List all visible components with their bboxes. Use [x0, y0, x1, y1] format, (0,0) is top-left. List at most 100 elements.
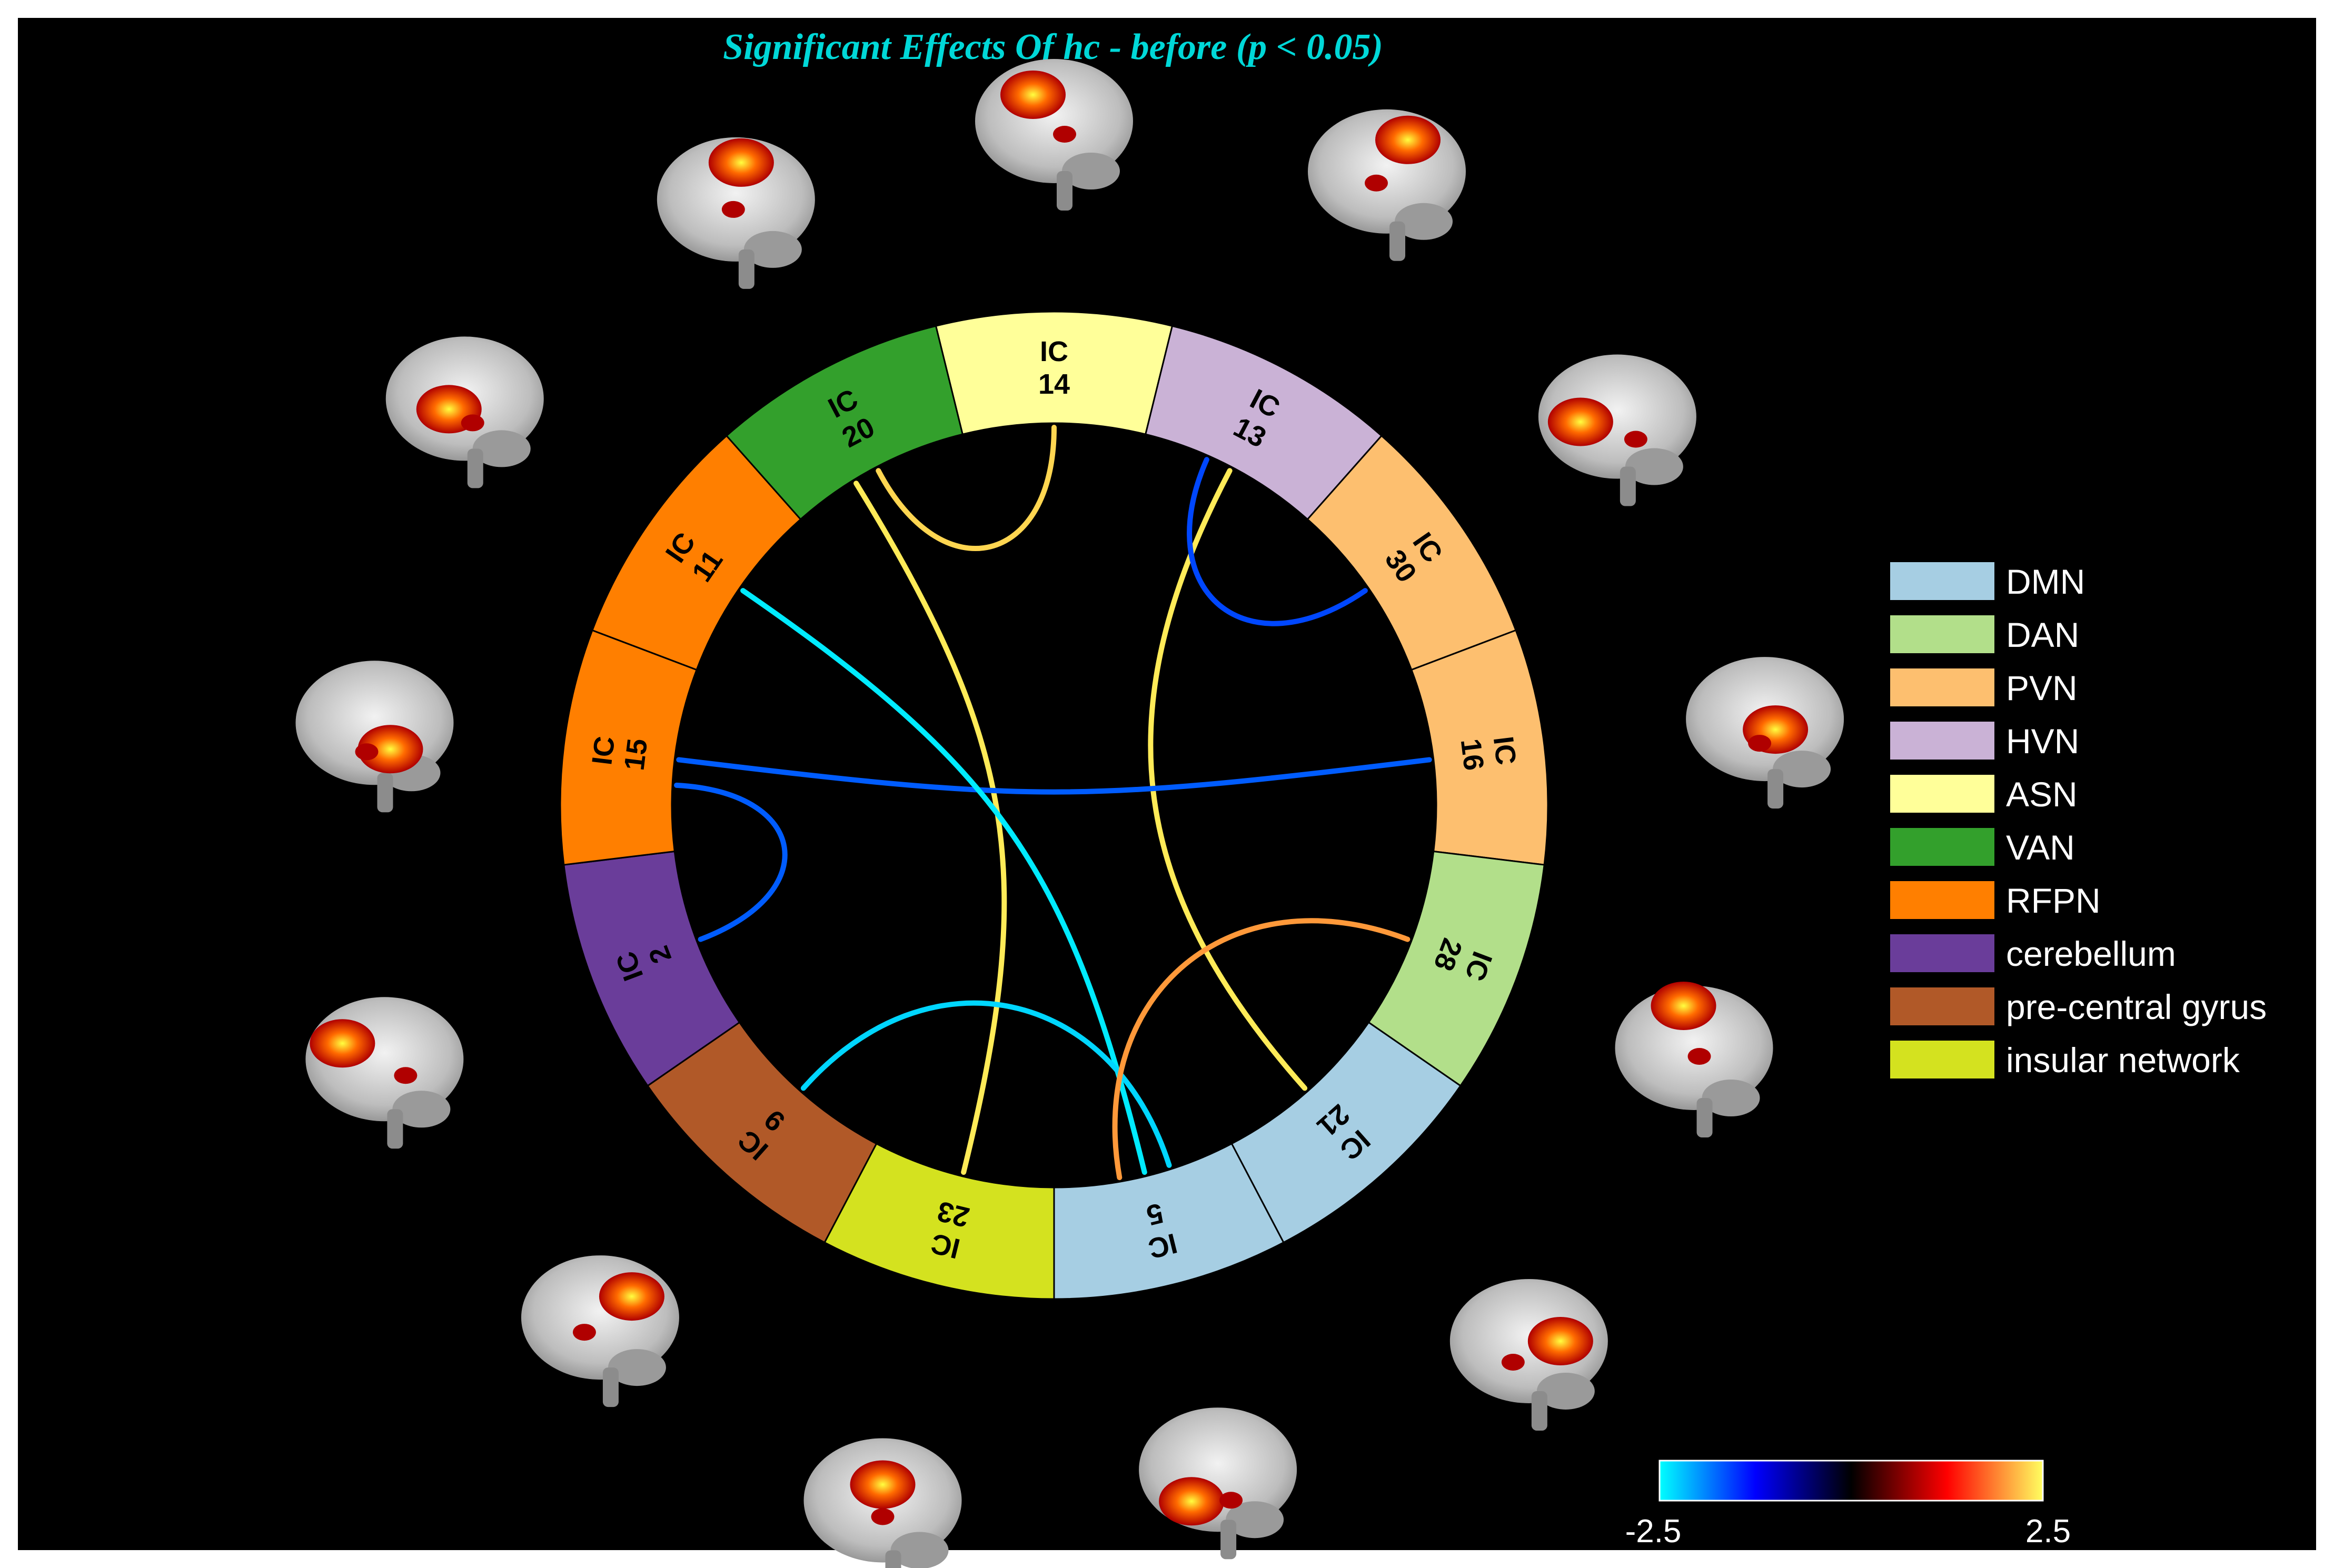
ring-segment-ic-20: [725, 325, 964, 521]
segment-label: IC15: [586, 733, 653, 772]
connection-line: [740, 588, 1147, 1175]
brain-stem: [387, 1109, 403, 1149]
segment-label-text: IC16: [1455, 733, 1522, 772]
activation-blob: [1501, 1353, 1525, 1371]
legend-label: DAN: [2006, 615, 2079, 654]
legend-label: ASN: [2006, 775, 2078, 814]
legend-item: pre-central gyrus: [1890, 987, 2267, 1026]
legend-swatch: [1890, 881, 1994, 919]
brain-cerebellum: [1062, 153, 1120, 189]
brain-stem: [377, 773, 393, 813]
brain-thumbnail: [803, 1438, 962, 1568]
brain-thumbnail: [385, 336, 544, 488]
brain-cerebellum: [1395, 203, 1453, 240]
brain-cerebellum: [1226, 1501, 1284, 1539]
brain-thumbnail: [305, 997, 464, 1149]
connection-line: [1112, 918, 1411, 1181]
legend-label: PVN: [2006, 668, 2078, 707]
legend-label: insular network: [2006, 1041, 2240, 1080]
brain-stem: [885, 1550, 901, 1568]
activation-blob: [1687, 1047, 1711, 1065]
brain-thumbnail: [521, 1255, 679, 1407]
brain-cerebellum: [1536, 1372, 1595, 1410]
activation-blob: [1000, 71, 1066, 119]
brain-cerebellum: [1773, 751, 1831, 788]
connection-line: [876, 425, 1057, 551]
legend-swatch: [1890, 722, 1994, 760]
legend-label: RFPN: [2006, 881, 2101, 920]
segment-label: IC5: [1144, 1197, 1180, 1265]
brain-stem: [1696, 1097, 1713, 1137]
activation-blob: [599, 1272, 664, 1321]
legend-item: cerebellum: [1890, 934, 2176, 973]
brain-cerebellum: [472, 430, 531, 467]
legend-item: VAN: [1890, 828, 2075, 867]
brain-stem: [1767, 769, 1784, 809]
brain-stem: [467, 448, 483, 488]
connection-line: [853, 481, 1007, 1175]
activation-blob: [1651, 981, 1716, 1030]
activation-blob: [461, 414, 484, 432]
segment-label-text: IC15: [586, 733, 653, 772]
brain-thumbnail: [1308, 109, 1466, 261]
activation-blob: [355, 743, 379, 761]
activation-blob: [394, 1067, 418, 1084]
brain-thumbnail: [1449, 1279, 1608, 1431]
brain-stem: [602, 1367, 619, 1407]
legend-swatch: [1890, 615, 1994, 653]
brain-thumbnail: [1615, 981, 1773, 1137]
brain-stem: [1220, 1520, 1237, 1560]
legend-item: DAN: [1890, 615, 2079, 654]
activation-blob: [1365, 174, 1388, 192]
brain-cerebellum: [743, 231, 802, 268]
activation-blob: [1527, 1316, 1593, 1365]
brain-cerebellum: [1702, 1079, 1760, 1116]
brain-stem: [1057, 171, 1072, 211]
activation-blob: [572, 1324, 596, 1341]
segment-label: IC 14: [1038, 336, 1070, 400]
activation-blob: [1547, 397, 1613, 446]
connection-line: [1187, 457, 1368, 626]
legend-swatch: [1890, 775, 1994, 813]
brain-thumbnail: [1686, 657, 1844, 809]
brain-thumbnail: [657, 137, 815, 289]
connection-line: [1148, 468, 1308, 1091]
brain-cerebellum: [608, 1349, 666, 1386]
legend-item: ASN: [1890, 775, 2078, 814]
colorbar: -2.5 2.5: [1625, 1460, 2071, 1550]
segment-label-text: IC 14: [1038, 336, 1070, 400]
activation-blob: [1624, 431, 1647, 448]
connection-lines: [674, 425, 1432, 1181]
legend-item: DMN: [1890, 562, 2085, 601]
brain-thumbnail: [1538, 354, 1696, 506]
activation-blob: [850, 1460, 916, 1509]
legend-swatch: [1890, 934, 1994, 972]
legend-swatch: [1890, 668, 1994, 706]
legend-label: VAN: [2006, 828, 2075, 867]
legend-label: HVN: [2006, 722, 2079, 761]
legend-item: RFPN: [1890, 881, 2101, 920]
activation-blob: [871, 1508, 895, 1525]
brain-thumbnails: [295, 59, 1844, 1568]
connection-line: [674, 782, 788, 942]
legend: DMN DAN PVN HVN ASN VAN RFPN cerebellum pre-cent…: [1890, 562, 2267, 1080]
activation-blob: [357, 725, 423, 774]
legend-swatch: [1890, 828, 1994, 866]
brain-stem: [738, 249, 754, 289]
brain-thumbnail: [1139, 1407, 1297, 1560]
legend-label: DMN: [2006, 562, 2085, 601]
brain-thumbnail: [975, 59, 1133, 211]
brain-stem: [1620, 466, 1636, 506]
legend-swatch: [1890, 987, 1994, 1025]
activation-blob: [1219, 1492, 1243, 1509]
legend-item: insular network: [1890, 1041, 2240, 1080]
connectogram-ring: IC 14 IC13IC30IC16IC28IC21IC5IC23IC9IC2IC1…: [559, 311, 1549, 1300]
brain-cortex: [1538, 354, 1696, 479]
segment-label: IC16: [1455, 733, 1522, 772]
legend-label: cerebellum: [2006, 934, 2176, 973]
legend-swatch: [1890, 1041, 1994, 1078]
activation-blob: [721, 201, 745, 218]
legend-label: pre-central gyrus: [2006, 987, 2267, 1026]
